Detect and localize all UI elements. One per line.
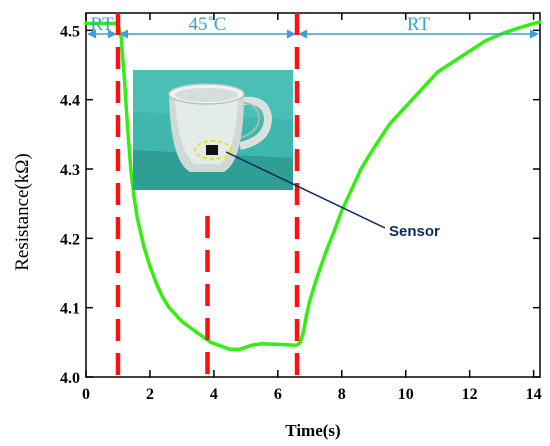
y-tick-label: 4.1 — [60, 301, 80, 318]
y-axis-title: Resistance(kΩ) — [12, 153, 33, 271]
x-tick-label: 6 — [274, 386, 282, 403]
x-tick-label: 2 — [146, 386, 154, 403]
x-tick-label: 10 — [398, 386, 414, 403]
x-axis-title: Time(s) — [285, 421, 340, 440]
cup-image — [168, 83, 273, 172]
region-label: 45˚C — [188, 14, 226, 35]
plot-area: 0 2 4 6 8 10 12 14 4.0 4.1 4.2 4.3 4.4 4.5 RT 45˚C RT — [60, 12, 542, 403]
y-tick-label: 4.2 — [60, 231, 80, 248]
x-tick-label: 0 — [82, 386, 90, 403]
sensor-label: Sensor — [389, 223, 440, 240]
x-tick-label: 14 — [526, 386, 542, 403]
resistance-series-line — [84, 20, 542, 352]
sensor-pointer-line — [225, 151, 386, 229]
sensor-highlight — [194, 140, 232, 160]
inset-photo — [133, 70, 293, 190]
x-tick-label: 12 — [462, 386, 478, 403]
y-tick-label: 4.5 — [60, 23, 80, 40]
sensor-chip — [206, 145, 218, 155]
y-tick-label: 4.4 — [60, 93, 80, 110]
y-tick-label: 4.3 — [60, 162, 80, 179]
x-tick-label: 8 — [338, 386, 346, 403]
x-tick-label: 4 — [210, 386, 218, 403]
plot-frame — [85, 12, 541, 378]
region-label: RT — [90, 14, 114, 35]
region-label: RT — [407, 14, 431, 35]
y-tick-label: 4.0 — [60, 370, 80, 387]
